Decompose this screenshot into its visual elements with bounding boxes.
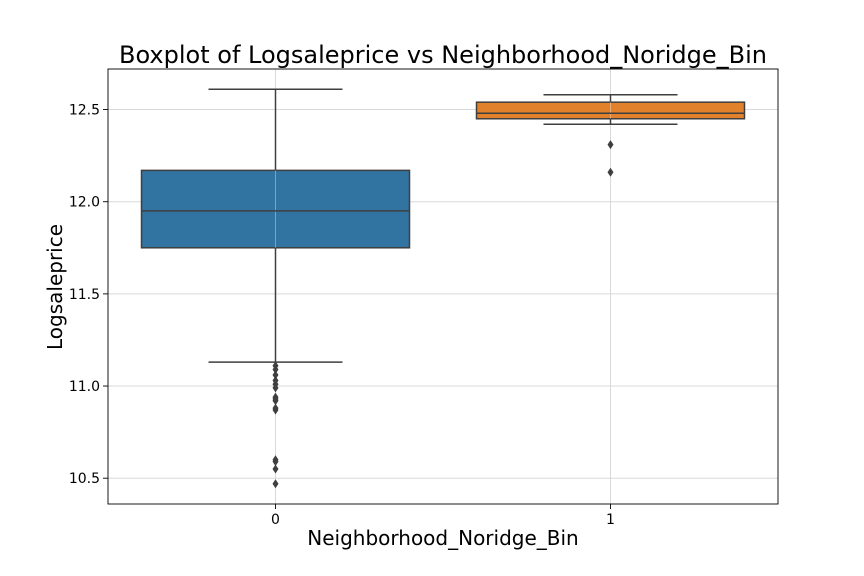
chart-title: Boxplot of Logsaleprice vs Neighborhood_… bbox=[119, 41, 767, 69]
y-tick-label: 12.0 bbox=[69, 195, 100, 211]
outlier-point bbox=[272, 370, 279, 380]
box-group-1 bbox=[475, 94, 746, 177]
y-axis-label: Logsaleprice bbox=[43, 224, 67, 350]
grid bbox=[108, 69, 778, 504]
outlier-point bbox=[272, 464, 279, 474]
boxes bbox=[140, 88, 746, 489]
iqr-box bbox=[475, 101, 746, 120]
axis-ticks: 10.5 11.0 11.5 12.0 12.5 0 1 bbox=[69, 103, 615, 528]
outlier-point bbox=[607, 167, 614, 177]
x-tick-label: 0 bbox=[271, 512, 280, 528]
outlier-point bbox=[272, 479, 279, 489]
plot-frame bbox=[107, 68, 779, 505]
outlier-point bbox=[607, 140, 614, 150]
x-axis-label: Neighborhood_Noridge_Bin bbox=[307, 526, 578, 550]
y-tick-label: 10.5 bbox=[69, 471, 100, 487]
y-tick-label: 11.0 bbox=[69, 379, 100, 395]
outlier-point bbox=[272, 364, 279, 374]
outlier-point bbox=[272, 396, 279, 406]
iqr-box bbox=[140, 169, 411, 249]
outlier-point bbox=[272, 405, 279, 415]
y-tick-label: 11.5 bbox=[69, 287, 100, 303]
x-tick-label: 1 bbox=[606, 512, 615, 528]
box-group-0 bbox=[140, 88, 411, 489]
outlier-point bbox=[272, 383, 279, 393]
y-tick-label: 12.5 bbox=[69, 103, 100, 119]
outlier-point bbox=[272, 457, 279, 467]
